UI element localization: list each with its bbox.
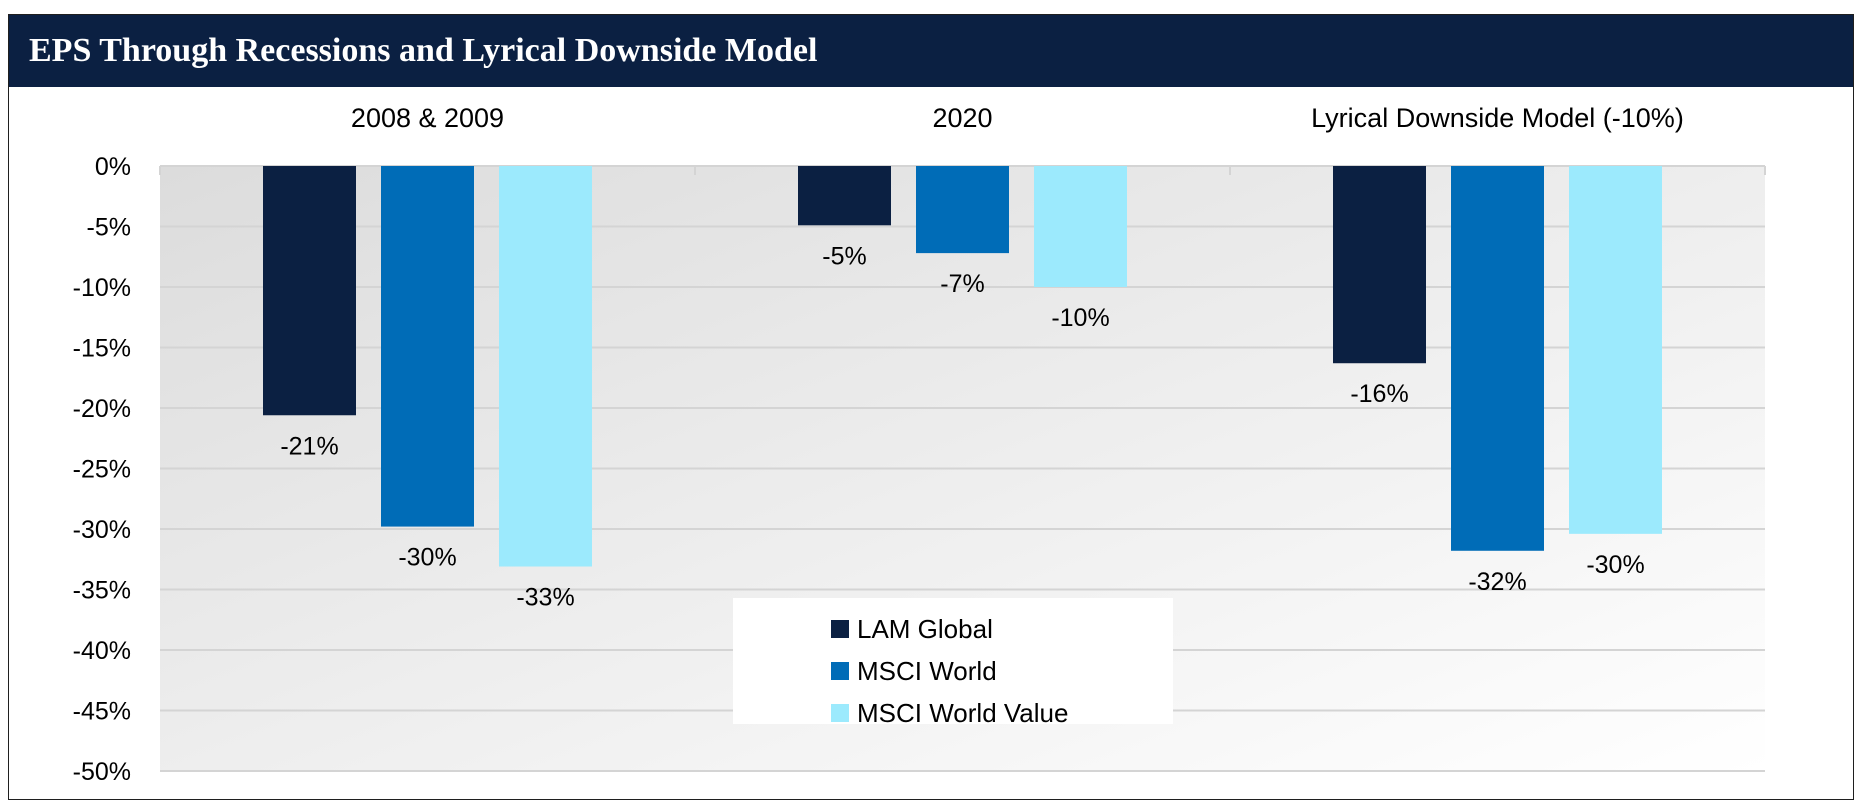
bar-msci-world-lyrical-downside-model-10 xyxy=(1451,166,1544,551)
legend-label-lam-global: LAM Global xyxy=(857,614,993,644)
y-axis: 0% -5% -10% -15% -20% -25% -30% -35% -40% -45% -50… xyxy=(73,153,131,786)
legend: LAM Global MSCI World MSCI World Value xyxy=(733,598,1173,728)
data-label-msci-world-value-lyrical-downside-model-10: -30% xyxy=(1586,551,1644,579)
legend-box xyxy=(733,598,1173,724)
y-tick-label: -10% xyxy=(73,274,131,302)
bar-msci-world-value-lyrical-downside-model-10 xyxy=(1569,166,1662,534)
data-label-msci-world-value-2008-2009: -33% xyxy=(516,584,574,612)
legend-swatch-lam-global xyxy=(831,620,849,638)
y-tick-label: -25% xyxy=(73,456,131,484)
data-label-msci-world-2008-2009: -30% xyxy=(398,544,456,572)
y-tick-label: 0% xyxy=(95,153,131,181)
bars xyxy=(263,166,1662,567)
title-bar: EPS Through Recessions and Lyrical Downs… xyxy=(9,15,1853,87)
category-labels: 2008 & 2009 2020 Lyrical Downside Model (-… xyxy=(351,103,1684,133)
y-tick-label: -45% xyxy=(73,698,131,726)
y-tick-label: -40% xyxy=(73,637,131,665)
category-label-lyrical-downside-model-10: Lyrical Downside Model (-10%) xyxy=(1311,103,1684,133)
bar-msci-world-value-2020 xyxy=(1034,166,1127,287)
data-labels: -21% -30% -33% -5% -7% -10% -16% -32% -30% xyxy=(280,242,1644,611)
legend-swatch-msci-world xyxy=(831,662,849,680)
legend-label-msci-world-value: MSCI World Value xyxy=(857,698,1068,728)
category-label-2008-2009: 2008 & 2009 xyxy=(351,103,504,133)
y-tick-label: -35% xyxy=(73,577,131,605)
legend-label-msci-world: MSCI World xyxy=(857,656,997,686)
data-label-lam-global-lyrical-downside-model-10: -16% xyxy=(1350,380,1408,408)
data-label-msci-world-lyrical-downside-model-10: -32% xyxy=(1468,568,1526,596)
bar-lam-global-lyrical-downside-model-10 xyxy=(1333,166,1426,364)
y-tick-label: -20% xyxy=(73,395,131,423)
chart-title: EPS Through Recessions and Lyrical Downs… xyxy=(29,32,818,69)
y-tick-label: -50% xyxy=(73,758,131,786)
data-label-msci-world-value-2020: -10% xyxy=(1051,304,1109,332)
bar-lam-global-2008-2009 xyxy=(263,166,356,416)
y-tick-label: -5% xyxy=(87,214,131,242)
bar-lam-global-2020 xyxy=(798,166,891,226)
bar-msci-world-2008-2009 xyxy=(381,166,474,527)
bar-msci-world-value-2008-2009 xyxy=(499,166,592,567)
category-label-2020: 2020 xyxy=(932,103,992,133)
data-label-lam-global-2020: -5% xyxy=(822,242,866,270)
data-label-msci-world-2020: -7% xyxy=(940,270,984,298)
legend-swatch-msci-world-value xyxy=(831,704,849,722)
y-tick-label: -15% xyxy=(73,335,131,363)
data-label-lam-global-2008-2009: -21% xyxy=(280,432,338,460)
y-tick-label: -30% xyxy=(73,516,131,544)
bar-msci-world-2020 xyxy=(916,166,1009,254)
